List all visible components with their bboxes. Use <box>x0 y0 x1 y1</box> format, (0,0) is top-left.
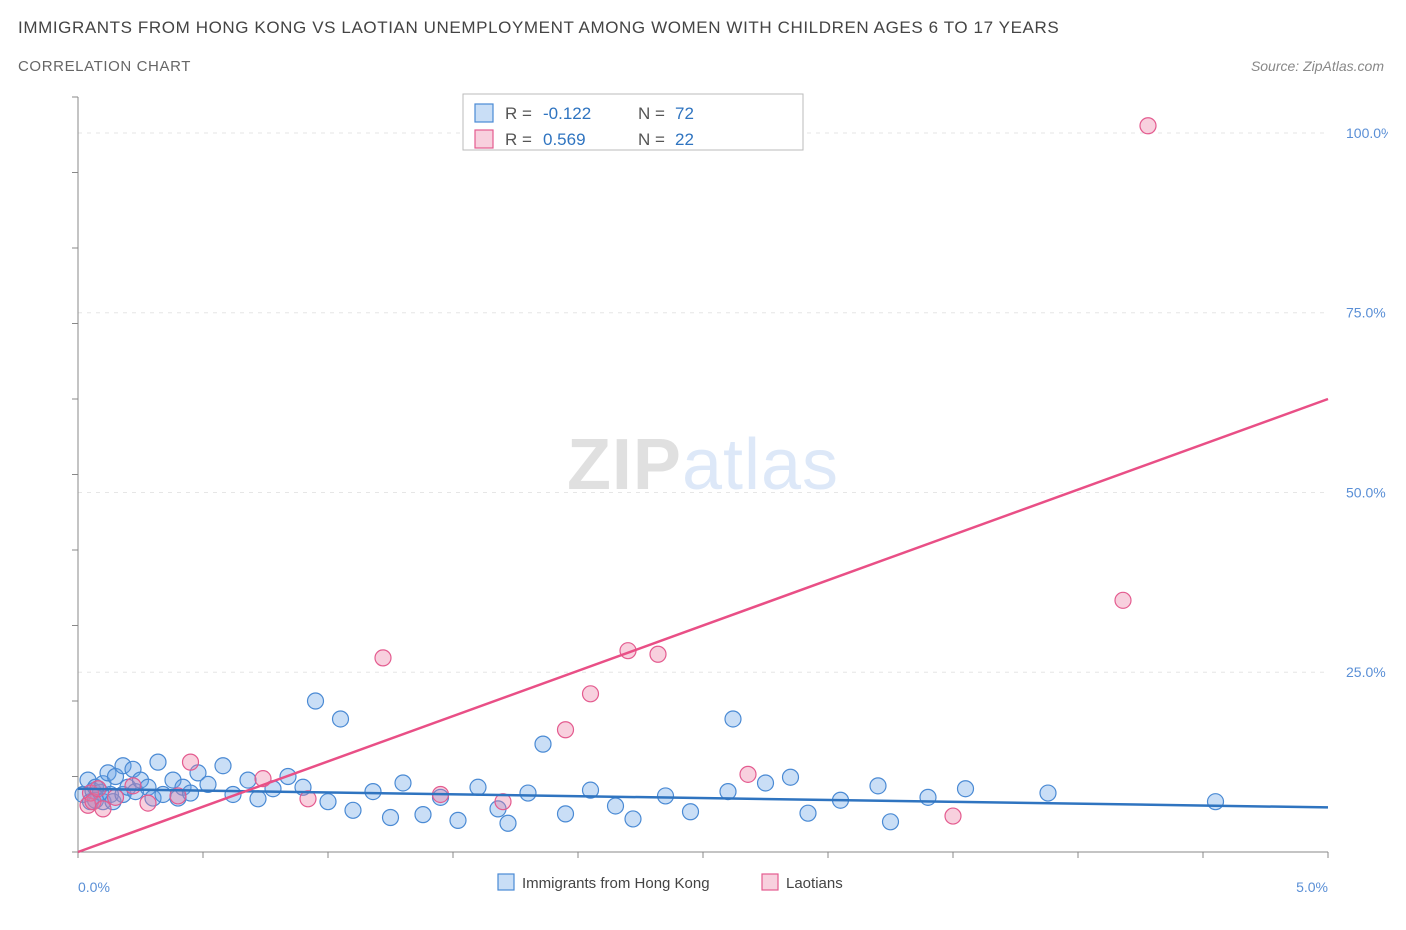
data-point <box>558 806 574 822</box>
data-point <box>883 814 899 830</box>
bottom-legend-swatch <box>762 874 778 890</box>
data-point <box>650 646 666 662</box>
data-point <box>535 736 551 752</box>
data-point <box>658 788 674 804</box>
data-point <box>558 722 574 738</box>
x-tick-label: 0.0% <box>78 879 110 892</box>
data-point <box>365 784 381 800</box>
legend-swatch <box>475 104 493 122</box>
data-point <box>215 758 231 774</box>
legend-r-value: -0.122 <box>543 104 591 123</box>
data-point <box>333 711 349 727</box>
data-point <box>183 754 199 770</box>
data-point <box>683 804 699 820</box>
y-tick-label: 50.0% <box>1346 484 1386 500</box>
y-tick-label: 100.0% <box>1346 125 1388 141</box>
legend-swatch <box>475 130 493 148</box>
legend-n-label: N = <box>638 104 665 123</box>
data-point <box>625 811 641 827</box>
data-point <box>945 808 961 824</box>
data-point <box>1115 592 1131 608</box>
data-point <box>383 809 399 825</box>
legend-r-value: 0.569 <box>543 130 586 149</box>
x-tick-label: 5.0% <box>1296 879 1328 892</box>
bottom-legend-label: Laotians <box>786 875 843 892</box>
data-point <box>758 775 774 791</box>
data-point <box>125 778 141 794</box>
data-point <box>783 769 799 785</box>
data-point <box>250 791 266 807</box>
legend-r-label: R = <box>505 104 532 123</box>
legend-n-label: N = <box>638 130 665 149</box>
data-point <box>345 802 361 818</box>
data-point <box>240 772 256 788</box>
y-tick-label: 75.0% <box>1346 305 1386 321</box>
legend-n-value: 22 <box>675 130 694 149</box>
bottom-legend-label: Immigrants from Hong Kong <box>522 875 710 892</box>
data-point <box>140 795 156 811</box>
legend-r-label: R = <box>505 130 532 149</box>
correlation-chart: 25.0%50.0%75.0%100.0%0.0%5.0%Unemploymen… <box>48 92 1388 892</box>
data-point <box>320 794 336 810</box>
data-point <box>583 686 599 702</box>
data-point <box>740 766 756 782</box>
chart-subtitle: CORRELATION CHART <box>18 58 191 75</box>
data-point <box>870 778 886 794</box>
regression-line <box>78 399 1328 852</box>
data-point <box>150 754 166 770</box>
data-point <box>608 798 624 814</box>
data-point <box>520 785 536 801</box>
data-point <box>470 779 486 795</box>
data-point <box>1140 118 1156 134</box>
data-point <box>800 805 816 821</box>
data-point <box>395 775 411 791</box>
source-label: Source: ZipAtlas.com <box>1251 58 1384 74</box>
data-point <box>450 812 466 828</box>
chart-title: IMMIGRANTS FROM HONG KONG VS LAOTIAN UNE… <box>18 18 1059 38</box>
data-point <box>308 693 324 709</box>
data-point <box>375 650 391 666</box>
data-point <box>1040 785 1056 801</box>
data-point <box>1208 794 1224 810</box>
data-point <box>500 815 516 831</box>
legend-n-value: 72 <box>675 104 694 123</box>
data-point <box>725 711 741 727</box>
y-tick-label: 25.0% <box>1346 664 1386 680</box>
bottom-legend-swatch <box>498 874 514 890</box>
data-point <box>920 789 936 805</box>
data-point <box>108 789 124 805</box>
data-point <box>958 781 974 797</box>
data-point <box>95 801 111 817</box>
data-point <box>415 807 431 823</box>
